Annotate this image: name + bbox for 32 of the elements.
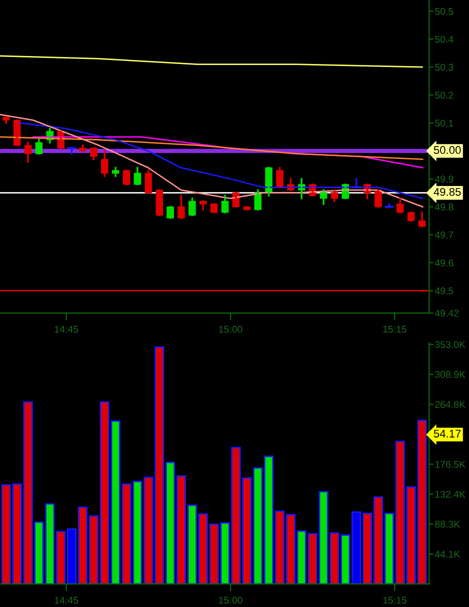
x-tick-label: 15:00 — [219, 326, 242, 333]
x-tick-label: 15:15 — [383, 596, 406, 604]
y-tick-label: 49.7 — [434, 232, 454, 238]
ref-line-label: 49.85 — [434, 188, 461, 196]
line-series — [0, 55, 423, 68]
y-tick-label: 49.8 — [434, 204, 454, 210]
y-tick-label: 176.5K — [435, 460, 466, 468]
x-tick-label: 14:45 — [54, 596, 78, 604]
y-tick-label: 50.2 — [435, 92, 454, 99]
line-series — [19, 122, 424, 200]
y-tick-label: 353.0K — [435, 341, 466, 348]
y-tick-label: 132.4K — [435, 490, 466, 498]
y-tick-label: 50.1 — [435, 120, 454, 127]
y-tick-label: 49.6 — [434, 259, 454, 266]
y-tick-label: 50.4 — [435, 36, 454, 43]
line-series — [0, 136, 424, 160]
y-tick-label: 49.9 — [434, 176, 454, 182]
y-tick-label: 264.8K — [435, 400, 466, 408]
y-tick-label: 50.5 — [435, 8, 454, 15]
x-tick-label: 15:00 — [219, 596, 242, 604]
ref-line-label: 50.00 — [434, 146, 461, 154]
text: 54.17 — [434, 430, 461, 438]
y-tick-label: 308.9K — [435, 371, 466, 378]
y-tick-label: 88.3K — [435, 520, 460, 528]
candlestick — [384, 203, 394, 208]
y-tick-label: 44.1K — [434, 550, 460, 558]
x-tick-label: 15:15 — [383, 326, 406, 333]
y-tick-label: 49.5 — [434, 287, 454, 294]
y-tick-label: 50.3 — [435, 64, 454, 71]
line-series — [0, 114, 424, 208]
y-tick-label: 49.42 — [434, 310, 459, 317]
x-tick-label: 14:45 — [54, 326, 78, 333]
